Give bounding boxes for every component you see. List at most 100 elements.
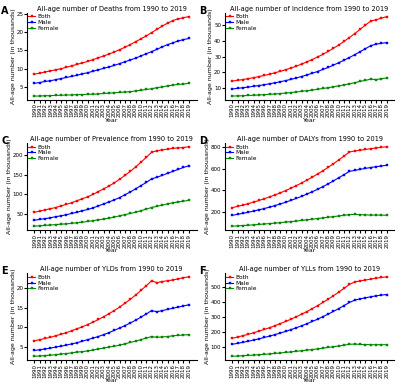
Female xyxy=(59,352,64,356)
Both xyxy=(96,189,101,194)
Male xyxy=(112,198,117,202)
Female xyxy=(128,89,133,94)
Title: All-age number of YLDs from 1990 to 2019: All-age number of YLDs from 1990 to 2019 xyxy=(40,266,183,272)
Both xyxy=(251,200,256,205)
Male xyxy=(90,205,95,210)
Female xyxy=(53,352,58,357)
Male xyxy=(310,189,314,194)
Both xyxy=(106,184,111,188)
Both xyxy=(133,293,138,298)
Female xyxy=(75,350,80,354)
Female xyxy=(326,215,330,219)
Female xyxy=(315,347,320,351)
X-axis label: Year: Year xyxy=(303,118,316,123)
Line: Male: Male xyxy=(33,165,190,221)
Female xyxy=(352,212,357,217)
Female xyxy=(181,82,186,86)
X-axis label: Year: Year xyxy=(105,378,118,384)
Male xyxy=(117,326,122,330)
Female xyxy=(315,87,320,92)
Female xyxy=(112,90,117,95)
Both xyxy=(59,67,64,71)
Line: Female: Female xyxy=(33,333,190,357)
Female xyxy=(288,219,293,224)
Female xyxy=(181,333,186,337)
Male xyxy=(288,327,293,332)
Female xyxy=(352,81,357,85)
Both xyxy=(149,30,154,35)
Male xyxy=(336,60,341,65)
Female xyxy=(368,77,373,82)
Both xyxy=(90,320,95,324)
Female xyxy=(160,335,164,339)
Male xyxy=(240,340,245,345)
Male xyxy=(342,58,346,63)
Both xyxy=(267,325,272,330)
Female xyxy=(75,92,80,97)
Male xyxy=(272,81,277,85)
Female xyxy=(230,224,235,228)
Female xyxy=(278,350,283,355)
Male xyxy=(176,167,180,172)
Male xyxy=(160,308,164,313)
Both xyxy=(288,186,293,191)
Both xyxy=(310,57,314,62)
Female xyxy=(138,337,143,342)
Both xyxy=(379,145,384,150)
Male xyxy=(43,216,48,221)
Both xyxy=(230,79,235,83)
Male xyxy=(251,338,256,342)
Both xyxy=(230,336,235,340)
Male xyxy=(101,332,106,337)
Line: Both: Both xyxy=(231,145,388,209)
Male xyxy=(342,303,346,308)
Female xyxy=(384,213,389,217)
Both xyxy=(315,55,320,60)
Both xyxy=(160,24,164,28)
Male xyxy=(149,177,154,181)
Both xyxy=(80,61,85,65)
Female xyxy=(149,334,154,339)
Both xyxy=(43,208,48,212)
X-axis label: Year: Year xyxy=(105,248,118,253)
Male xyxy=(96,67,101,72)
Both xyxy=(128,42,133,47)
Female xyxy=(32,94,37,98)
Female xyxy=(267,221,272,226)
Both xyxy=(368,146,373,151)
Both xyxy=(278,321,283,326)
Male xyxy=(138,315,143,319)
Female xyxy=(138,88,143,93)
Female xyxy=(320,216,325,220)
Male xyxy=(251,209,256,214)
Y-axis label: All-age number (in thousands): All-age number (in thousands) xyxy=(208,9,214,104)
Female xyxy=(75,220,80,225)
Both xyxy=(101,186,106,191)
Both xyxy=(165,279,170,283)
Male xyxy=(379,293,384,298)
Both xyxy=(32,72,37,77)
Both xyxy=(246,332,251,336)
Both xyxy=(368,19,373,23)
Male xyxy=(326,182,330,186)
Male xyxy=(59,76,64,81)
Female xyxy=(170,83,175,88)
Male xyxy=(75,340,80,345)
Female xyxy=(262,92,267,97)
Both xyxy=(294,314,299,319)
Both xyxy=(235,335,240,339)
Line: Male: Male xyxy=(231,293,388,345)
Both xyxy=(267,194,272,199)
Both xyxy=(144,284,149,288)
Male xyxy=(176,39,180,43)
Both xyxy=(352,31,357,36)
Both xyxy=(75,62,80,67)
Male xyxy=(160,173,164,178)
Female xyxy=(138,209,143,213)
Male xyxy=(374,294,378,298)
Male xyxy=(256,83,261,88)
Male xyxy=(43,79,48,84)
Female xyxy=(363,212,368,217)
Line: Female: Female xyxy=(33,82,190,97)
Female xyxy=(288,90,293,95)
